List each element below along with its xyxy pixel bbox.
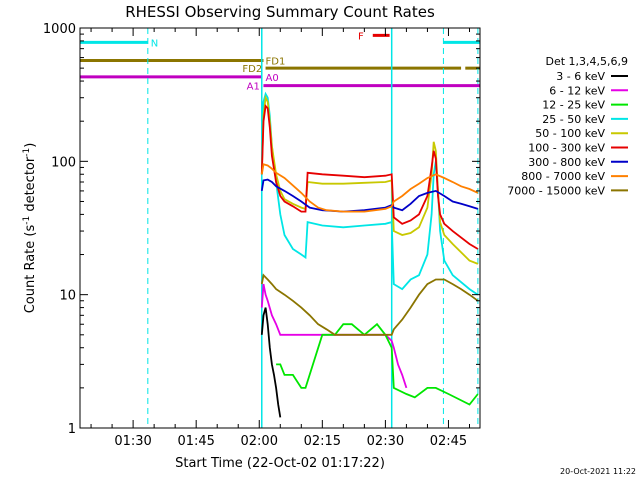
- y-tick-label: 1000: [43, 22, 76, 37]
- legend-label: 300 - 800 keV: [528, 156, 605, 169]
- plot-frame: [79, 27, 481, 429]
- x-tick-label: 02:15: [304, 434, 341, 449]
- footer-timestamp: 20-Oct-2021 11:22: [560, 467, 636, 476]
- flag-label-fd2: FD2: [242, 64, 262, 75]
- x-tick-label: 02:30: [367, 434, 404, 449]
- x-tick-label: 02:00: [241, 434, 278, 449]
- legend-header: Det 1,3,4,5,6,9: [545, 55, 628, 68]
- series-line-12-25-kev: [276, 322, 479, 406]
- series-line-6-12-kev: [260, 283, 408, 389]
- series-line-25-50-kev: [260, 91, 479, 296]
- legend-label: 6 - 12 keV: [549, 84, 605, 97]
- series-line-300-800-kev: [260, 178, 479, 213]
- legend-label: 3 - 6 keV: [556, 70, 605, 83]
- series-line-7000-15000-kev: [260, 273, 479, 336]
- x-axis-ticks: 01:30 01:45 02:00 02:15 02:30 02:45: [90, 28, 470, 449]
- marker-lines: [147, 28, 479, 428]
- y-axis-label: Count Rate (s-1 detector-1): [22, 143, 38, 314]
- flag-bars: N F FD1 FD2 A0 A1: [80, 31, 480, 93]
- flag-label-a0: A0: [266, 73, 279, 84]
- legend-label: 50 - 100 keV: [535, 127, 605, 140]
- legend-label: 100 - 300 keV: [528, 142, 605, 155]
- y-tick-label: 1: [68, 422, 76, 437]
- y-tick-label: 100: [51, 155, 76, 170]
- flag-label-n: N: [151, 38, 158, 49]
- series-line-100-300-kev: [260, 103, 479, 250]
- flag-label-a1: A1: [247, 82, 260, 93]
- series-line-800-7000-kev: [260, 163, 479, 213]
- series-line-3-6-kev: [260, 307, 282, 418]
- y-axis-ticks: 1 10 100 1000: [43, 22, 480, 437]
- legend-label: 12 - 25 keV: [542, 99, 605, 112]
- x-tick-label: 01:45: [177, 434, 214, 449]
- legend-label: 7000 - 15000 keV: [507, 184, 605, 197]
- chart-title: RHESSI Observing Summary Count Rates: [125, 3, 435, 21]
- y-tick-label: 10: [59, 289, 76, 304]
- series-lines: [260, 91, 479, 418]
- x-tick-label: 02:45: [430, 434, 467, 449]
- legend-label: 25 - 50 keV: [542, 113, 605, 126]
- flag-label-fd1: FD1: [266, 57, 286, 68]
- series-line-50-100-kev: [260, 94, 479, 265]
- x-tick-label: 01:30: [114, 434, 151, 449]
- flag-label-f: F: [358, 31, 364, 42]
- x-axis-label: Start Time (22-Oct-02 01:17:22): [175, 456, 385, 471]
- legend-label: 800 - 7000 keV: [521, 170, 605, 183]
